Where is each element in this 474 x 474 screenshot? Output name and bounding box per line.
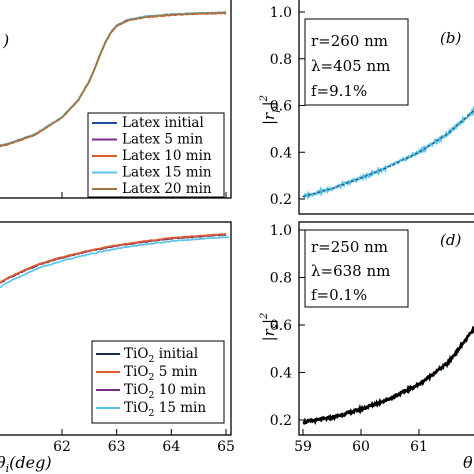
panel-c-legend-box <box>91 340 225 424</box>
panel-d-yticks: 0.2 0.4 0.6 0.8 1.0 <box>270 223 305 429</box>
panel-b-ytick-label: 0.6 <box>270 99 292 115</box>
panel-c-series-line <box>0 236 229 289</box>
panel-d-label: (d) <box>440 231 461 249</box>
panel-d-xtick-label: 61 <box>410 439 428 455</box>
panel-b-series-measured <box>302 105 474 200</box>
panel-c-series <box>0 233 229 289</box>
panel-a-legend-label: Latex 20 min <box>122 181 212 197</box>
panel-b-yticks: 0.2 0.4 0.6 0.8 1.0 <box>270 5 305 208</box>
panel-d-annotation-fill: f=0.1% <box>311 286 367 304</box>
panel-b-ytick-label: 1.0 <box>270 5 292 21</box>
panel-c-legend-label: TiO2 initial <box>124 346 198 365</box>
panel-d-ytick-label: 0.2 <box>270 413 292 429</box>
panel-d-xtick-label: 60 <box>352 439 370 455</box>
panel-d-xtick-label: 59 <box>294 439 312 455</box>
panel-b-ytick-label: 0.4 <box>270 145 292 161</box>
panel-d-frame <box>298 221 474 436</box>
panel-c-xtick-label: 65 <box>217 439 235 455</box>
panel-d-annotation-wavelength: λ=638 nm <box>311 262 390 280</box>
panel-d-annotation-box <box>304 229 409 308</box>
panel-c-xticks: 62 63 64 65 <box>53 429 235 455</box>
panel-b-ytick-label: 0.2 <box>270 192 292 208</box>
panel-b-label: (b) <box>440 29 461 47</box>
panel-a-legend-label: Latex 10 min <box>122 148 212 164</box>
panel-c-xlabel: θi(deg) <box>0 453 52 474</box>
panel-d-ylabel: |rs|2 <box>259 313 281 342</box>
panel-c-series-line <box>0 233 227 284</box>
panel-d-ytick-label: 0.8 <box>270 271 292 287</box>
panel-c-series-line <box>0 233 227 284</box>
panel-d: |rs|2 0.2 0.4 0.6 0.8 1.0 59 60 61 r=250 nm λ=… <box>259 221 474 472</box>
panel-d-ytick-label: 1.0 <box>270 223 292 239</box>
panel-d-xticks: 59 60 61 <box>294 429 428 455</box>
panel-a-series <box>0 11 227 148</box>
panel-b-ytick-label: 0.8 <box>270 52 292 68</box>
panel-c-xtick-label: 62 <box>53 439 71 455</box>
panel-b-annotation-wavelength: λ=405 nm <box>311 57 390 75</box>
panel-a-series-line <box>0 11 227 147</box>
panel-d-annotation: r=250 nm λ=638 nm f=0.1% <box>304 229 409 308</box>
panel-a-frame <box>0 0 232 199</box>
panel-c-xtick-label: 64 <box>162 439 180 455</box>
panel-b-series <box>302 105 474 200</box>
panel-d-ytick-label: 0.4 <box>270 366 292 382</box>
panel-b-annotation-fill: f=9.1% <box>311 82 367 100</box>
panel-b-annotation-radius: r=260 nm <box>311 32 388 50</box>
panel-a-legend-label: Latex 15 min <box>122 165 212 181</box>
panel-c-xtick-label: 63 <box>108 439 126 455</box>
panel-c-frame <box>0 221 232 436</box>
panel-b-frame <box>298 0 474 215</box>
panel-b-ylabel: |rp|2 <box>259 95 281 125</box>
panel-c-legend-label: TiO2 5 min <box>124 364 198 383</box>
panel-b-annotation: r=260 nm λ=405 nm f=9.1% <box>304 18 409 106</box>
panel-b: |rp|2 0.2 0.4 0.6 0.8 1.0 r=260 nm λ=405 nm … <box>259 0 474 215</box>
panel-c-legend-label: TiO2 15 min <box>124 400 206 419</box>
panel-b-series-model <box>302 109 474 198</box>
panel-d-series-model <box>302 326 474 423</box>
panel-d-series-measured <box>302 325 474 426</box>
panel-d-series <box>302 325 474 426</box>
panel-c-series-line <box>0 233 227 284</box>
panel-d-xlabel: θ <box>463 453 473 472</box>
panel-a-legend-label: Latex 5 min <box>122 132 203 148</box>
panel-c-legend-label: TiO2 10 min <box>124 382 206 401</box>
panel-d-annotation-radius: r=250 nm <box>311 238 388 256</box>
panel-a-legend-label: Latex initial <box>122 115 204 131</box>
panel-d-ytick-label: 0.6 <box>270 318 292 334</box>
panel-a-label: ) <box>2 31 9 50</box>
panel-b-annotation-box <box>304 18 409 106</box>
